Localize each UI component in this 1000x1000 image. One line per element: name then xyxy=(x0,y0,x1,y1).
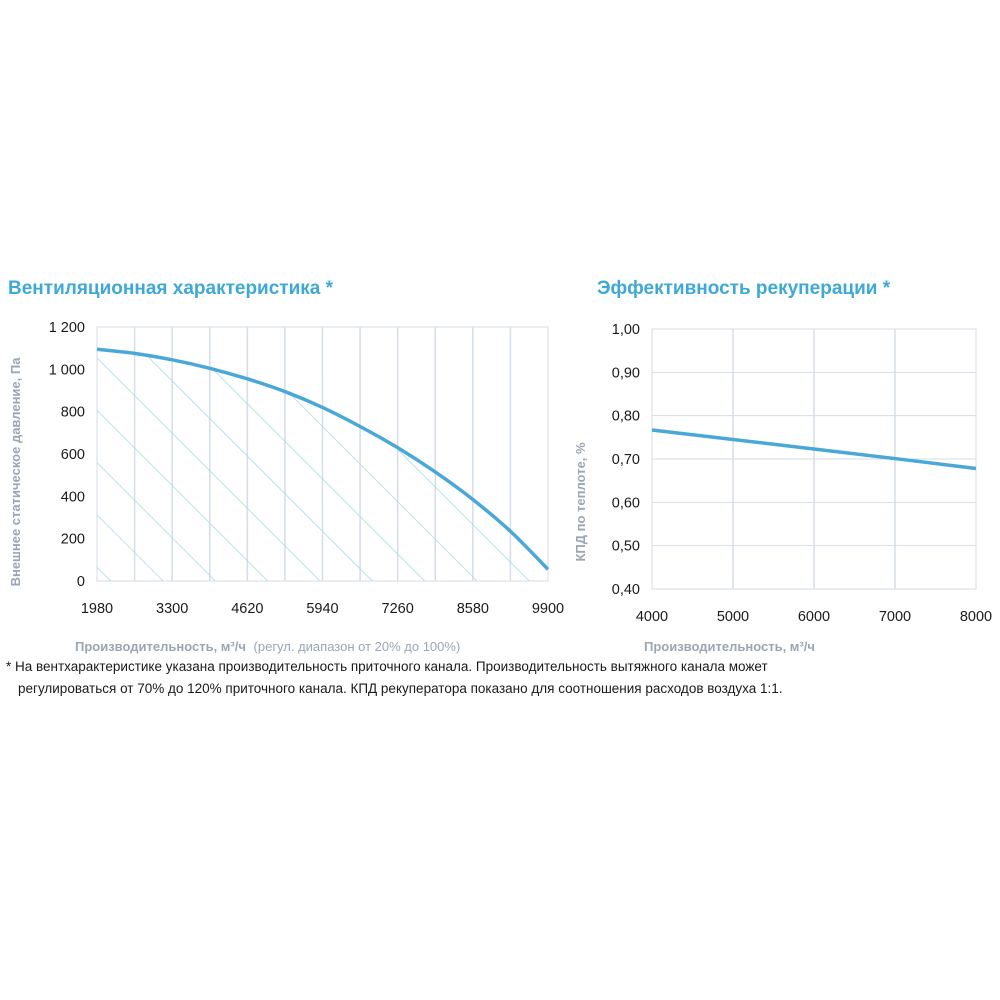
chart2-x-tick-label: 7000 xyxy=(879,609,911,625)
chart2-y-tick-label: 0,90 xyxy=(612,365,640,381)
chart1-y-tick-label: 0 xyxy=(77,574,85,590)
chart1-x-tick-label: 5940 xyxy=(306,601,338,617)
chart1-y-tick-label: 1 000 xyxy=(49,362,85,378)
chart2-y-tick-label: 0,50 xyxy=(612,539,640,555)
chart1-hatched-area xyxy=(97,349,548,581)
chart2-y-tick-label: 0,80 xyxy=(612,409,640,425)
chart1-ylabel: Внешнее статическое давление, Па xyxy=(8,357,23,587)
chart1-y-tick-label: 200 xyxy=(61,532,85,548)
chart1-x-tick-label: 9900 xyxy=(532,601,564,617)
chart1-y-tick-label: 1 200 xyxy=(49,320,85,336)
chart1-y-tick-label: 800 xyxy=(61,405,85,421)
chart2-y-tick-label: 0,70 xyxy=(612,452,640,468)
chart1-x-tick-label: 8580 xyxy=(457,601,489,617)
chart1-y-tick-label: 400 xyxy=(61,489,85,505)
chart2-y-tick-label: 0,60 xyxy=(612,495,640,511)
chart2-xlabel: Производительность, м³/ч xyxy=(644,639,815,654)
chart2-ylabel: КПД по теплоте, % xyxy=(573,442,588,562)
chart1-y-tick-label: 600 xyxy=(61,447,85,463)
chart2-title: Эффективность рекуперации * xyxy=(597,278,891,299)
chart1-x-tick-label: 7260 xyxy=(382,601,414,617)
chart2-x-tick-label: 5000 xyxy=(717,609,749,625)
chart2-x-tick-label: 8000 xyxy=(960,609,992,625)
chart2-x-tick-label: 4000 xyxy=(636,609,668,625)
chart1-xlabel-note: (регул. диапазон от 20% до 100%) xyxy=(254,639,461,654)
chart2-y-tick-label: 0,40 xyxy=(612,582,640,598)
chart2-line xyxy=(651,428,977,471)
chart1-xlabel: Производительность, м³/ч (регул. диапазо… xyxy=(75,639,460,654)
chart2-x-tick-label: 6000 xyxy=(798,609,830,625)
chart1-x-tick-label: 3300 xyxy=(156,601,188,617)
chart1-curve xyxy=(96,347,550,571)
chart1-x-tick-label: 4620 xyxy=(231,601,263,617)
chart1-xlabel-main: Производительность, м³/ч xyxy=(75,639,246,654)
chart1-ventilation: 1980 3300 4620 5940 7260 8580 9900 0 200 400 600 8… xyxy=(8,320,564,654)
footnote-line2: регулироваться от 70% до 120% приточного… xyxy=(18,681,783,696)
chart1-x-tick-label: 1980 xyxy=(81,601,113,617)
footnote: * На вентхарактеристике указана производ… xyxy=(6,656,996,700)
chart2-recuperation: 4000 5000 6000 7000 8000 0,40 0,50 0,60 0,70 0,8… xyxy=(573,322,992,654)
footnote-line1: * На вентхарактеристике указана производ… xyxy=(6,659,768,674)
chart1-title: Вентиляционная характеристика * xyxy=(8,278,334,299)
chart2-y-tick-label: 1,00 xyxy=(612,322,640,338)
